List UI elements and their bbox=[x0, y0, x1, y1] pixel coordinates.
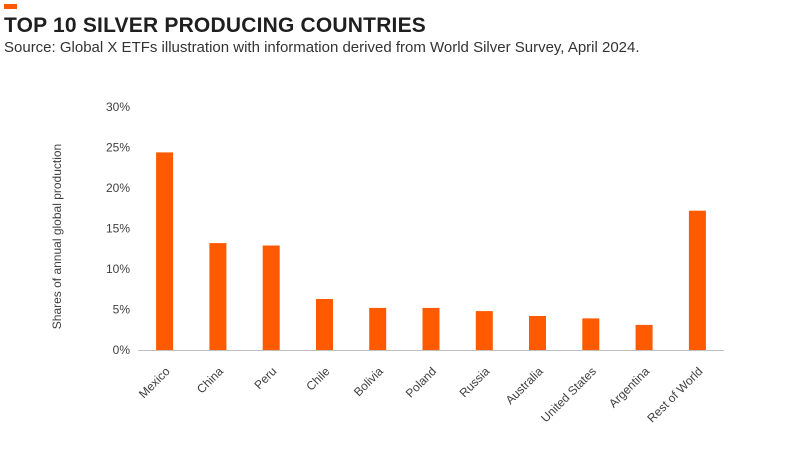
bar-poland bbox=[422, 307, 440, 350]
y-tick-label: 15% bbox=[106, 222, 130, 236]
y-axis-title: Shares of annual global production bbox=[50, 144, 64, 329]
bar-chile bbox=[316, 299, 333, 350]
x-tick-label: China bbox=[194, 364, 226, 396]
y-tick-label: 10% bbox=[106, 262, 130, 276]
y-tick-label: 0% bbox=[113, 343, 131, 357]
x-tick-label: Rest of World bbox=[644, 364, 705, 425]
chart-title: TOP 10 SILVER PRODUCING COUNTRIES bbox=[4, 14, 427, 37]
bar-argentina bbox=[635, 324, 653, 350]
bar-united-states bbox=[582, 318, 600, 350]
bar-australia bbox=[529, 316, 546, 350]
x-tick-label: Russia bbox=[457, 364, 493, 400]
bar-bolivia bbox=[369, 307, 387, 350]
x-tick-label: Argentina bbox=[606, 364, 652, 410]
x-tick-label: Australia bbox=[503, 364, 546, 407]
y-tick-label: 20% bbox=[106, 181, 130, 195]
y-tick-label: 25% bbox=[106, 141, 130, 155]
x-axis-labels: Mexico China Peru Chile Bolivia Poland Russia A… bbox=[136, 364, 706, 425]
x-tick-label: Bolivia bbox=[351, 364, 386, 399]
y-tick-label: 5% bbox=[113, 303, 131, 317]
accent-bar bbox=[4, 4, 17, 9]
bar-russia bbox=[475, 311, 493, 350]
bar-mexico bbox=[156, 152, 174, 350]
x-tick-label: Poland bbox=[403, 364, 439, 400]
bars-group bbox=[156, 152, 706, 350]
x-tick-label: Mexico bbox=[136, 364, 173, 401]
x-tick-label: Peru bbox=[251, 364, 279, 392]
y-tick-label: 30% bbox=[106, 100, 130, 114]
chart-subtitle: Source: Global X ETFs illustration with … bbox=[4, 39, 640, 56]
bar-rest-of-world bbox=[688, 210, 706, 350]
y-axis-ticks: 0% 5% 10% 15% 20% 25% 30% bbox=[106, 100, 130, 357]
bar-peru bbox=[262, 245, 280, 350]
x-tick-label: United States bbox=[538, 364, 599, 425]
bar-china bbox=[209, 243, 227, 350]
x-tick-label: Chile bbox=[303, 364, 332, 393]
